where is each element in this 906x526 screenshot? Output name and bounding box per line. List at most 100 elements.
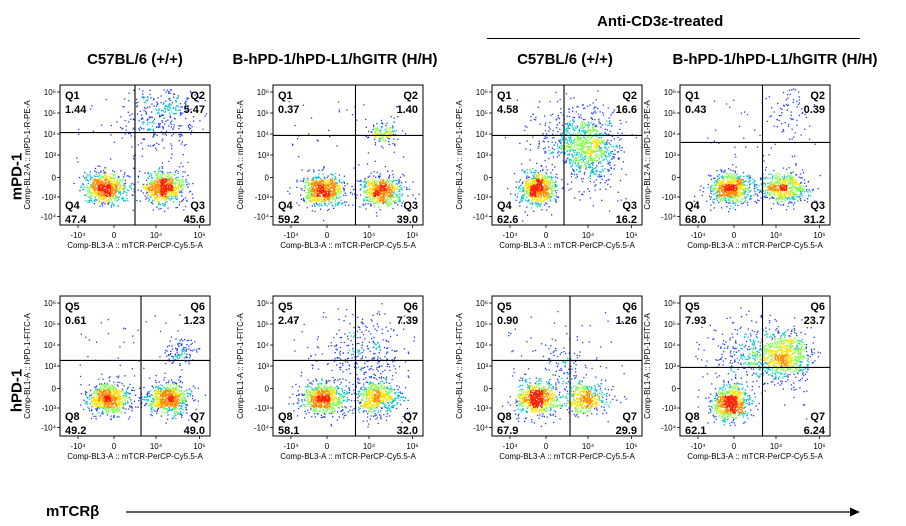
y-tick-label: 10³ xyxy=(476,362,488,371)
y-tick-label: -10³ xyxy=(255,404,270,413)
quadrant-name-q1: Q1 xyxy=(278,90,293,102)
x-axis-title: Comp-BL3-A :: mTCR-PerCP-Cy5.5-A xyxy=(687,452,823,461)
event-dots xyxy=(73,88,207,212)
flow-plot-hpd1-humanized-cd3: -10⁴ 0 10⁴ 10⁶ 10⁶ 10⁵ 10⁴ 10³ 0 -10³ -10⁴ Comp-BL3… xyxy=(638,282,848,477)
y-tick-label: 10⁴ xyxy=(44,130,57,139)
y-tick-label: 10³ xyxy=(257,362,269,371)
y-tick-label: 0 xyxy=(484,384,489,393)
x-tick-label: 0 xyxy=(112,231,117,240)
quadrant-percent-q4: 59.2 xyxy=(278,214,299,226)
x-tick-label: -10⁴ xyxy=(71,442,87,451)
quadrant-percent-q4: 47.4 xyxy=(65,214,87,226)
quadrant-percent-q6: 1.23 xyxy=(184,315,205,327)
y-tick-label: 0 xyxy=(672,173,677,182)
y-tick-label: 10⁶ xyxy=(257,299,269,308)
flow-plot-hpd1-c57-untreated: -10⁴ 0 10⁴ 10⁶ 10⁶ 10⁵ 10⁴ 10³ 0 -10³ -10⁴ Comp-BL3… xyxy=(18,282,228,477)
x-tick-label: -10⁴ xyxy=(691,231,707,240)
x-tick-label: -10⁴ xyxy=(503,442,519,451)
y-tick-label: -10⁴ xyxy=(254,424,270,433)
flow-plot-svg: -10⁴ 0 10⁴ 10⁶10⁶10⁵10⁴10³0-10³-10⁴Comp-BL3… xyxy=(643,295,831,461)
x-axis-title: Comp-BL3-A :: mTCR-PerCP-Cy5.5-A xyxy=(280,241,416,250)
quadrant-name-q4: Q4 xyxy=(685,200,701,212)
flow-plot-svg: -10⁴ 0 10⁴ 10⁶10⁶10⁵10⁴10³0-10³-10⁴Comp-BL3… xyxy=(23,295,211,461)
quadrant-percent-q3: 31.2 xyxy=(804,214,825,226)
quadrant-percent-q6: 1.26 xyxy=(616,315,637,327)
x-tick-label: 10⁶ xyxy=(193,442,205,451)
y-tick-label: -10³ xyxy=(474,193,489,202)
x-tick-label: 0 xyxy=(544,442,549,451)
y-tick-label: -10⁴ xyxy=(473,424,489,433)
quadrant-name-q6: Q6 xyxy=(810,301,825,313)
quadrant-percent-q8: 62.1 xyxy=(685,425,706,437)
x-tick-label: 0 xyxy=(325,231,330,240)
y-tick-label: 10⁵ xyxy=(664,109,676,118)
x-tick-label: -10⁴ xyxy=(691,442,707,451)
quadrant-percent-q8: 67.9 xyxy=(497,425,518,437)
quadrant-name-q5: Q5 xyxy=(65,301,80,313)
x-footer-arrow xyxy=(126,507,860,517)
y-axis-title: Comp-BL2-A :: mPD-1-R-PE-A xyxy=(236,100,245,210)
y-tick-label: 0 xyxy=(484,173,489,182)
x-tick-label: 0 xyxy=(732,231,737,240)
quadrant-name-q3: Q3 xyxy=(403,200,418,212)
y-tick-label: 10⁶ xyxy=(664,299,676,308)
quadrant-name-q2: Q2 xyxy=(622,90,637,102)
y-tick-label: 10³ xyxy=(476,151,488,160)
y-tick-label: 10⁶ xyxy=(257,88,269,97)
x-tick-label: 0 xyxy=(544,231,549,240)
x-tick-label: 10⁶ xyxy=(813,442,825,451)
y-tick-label: 10⁶ xyxy=(476,88,488,97)
y-tick-label: 10⁴ xyxy=(476,130,489,139)
y-tick-label: 10⁵ xyxy=(664,320,676,329)
flow-plot-mpd1-humanized-cd3: -10⁴ 0 10⁴ 10⁶ 10⁶ 10⁵ 10⁴ 10³ 0 -10³ -10⁴ Comp-BL3… xyxy=(638,71,848,266)
y-tick-label: 10⁶ xyxy=(44,88,56,97)
y-tick-label: 10⁵ xyxy=(476,320,488,329)
quadrant-percent-q7: 29.9 xyxy=(616,425,637,437)
quadrant-percent-q1: 0.43 xyxy=(685,104,706,116)
x-tick-label: 10⁴ xyxy=(363,231,376,240)
y-tick-label: 10³ xyxy=(664,151,676,160)
x-axis-title: Comp-BL3-A :: mTCR-PerCP-Cy5.5-A xyxy=(499,241,635,250)
y-tick-label: 10⁶ xyxy=(44,299,56,308)
quadrant-percent-q3: 16.2 xyxy=(616,214,637,226)
y-tick-label: 10⁴ xyxy=(257,130,270,139)
y-axis-title: Comp-BL2-A :: mPD-1-R-PE-A xyxy=(455,100,464,210)
quadrant-name-q7: Q7 xyxy=(190,411,205,423)
quadrant-name-q3: Q3 xyxy=(810,200,825,212)
y-tick-label: 10⁵ xyxy=(44,320,56,329)
quadrant-percent-q8: 49.2 xyxy=(65,425,86,437)
quadrant-name-q1: Q1 xyxy=(497,90,512,102)
quadrant-name-q8: Q8 xyxy=(65,411,80,423)
quadrant-percent-q2: 16.6 xyxy=(616,104,637,116)
x-tick-label: 0 xyxy=(732,442,737,451)
y-tick-label: 0 xyxy=(52,384,57,393)
x-tick-label: 10⁴ xyxy=(770,442,783,451)
y-tick-label: 0 xyxy=(265,173,270,182)
y-tick-label: 10⁴ xyxy=(664,130,677,139)
quadrant-name-q7: Q7 xyxy=(622,411,637,423)
y-tick-label: 10⁴ xyxy=(476,341,489,350)
quadrant-percent-q5: 2.47 xyxy=(278,315,299,327)
event-dots xyxy=(288,303,416,428)
event-dots xyxy=(76,314,207,424)
flow-plot-hpd1-c57-cd3: -10⁴ 0 10⁴ 10⁶ 10⁶ 10⁵ 10⁴ 10³ 0 -10³ -10⁴ Comp-BL3… xyxy=(450,282,660,477)
y-axis-title: Comp-BL1-A :: hPD-1-FITC-A xyxy=(643,312,652,418)
column-header-3: C57BL/6 (+/+) xyxy=(517,51,613,68)
quadrant-name-q2: Q2 xyxy=(403,90,418,102)
y-tick-label: -10⁴ xyxy=(41,424,57,433)
y-tick-label: -10³ xyxy=(474,404,489,413)
quadrant-name-q1: Q1 xyxy=(685,90,700,102)
event-dots xyxy=(693,88,821,213)
x-tick-label: -10⁴ xyxy=(284,442,300,451)
quadrant-name-q6: Q6 xyxy=(403,301,418,313)
quadrant-percent-q1: 1.44 xyxy=(65,104,87,116)
y-tick-label: 10⁵ xyxy=(476,109,488,118)
quadrant-name-q8: Q8 xyxy=(685,411,700,423)
x-tick-label: 10⁴ xyxy=(150,442,163,451)
x-tick-label: 10⁴ xyxy=(363,442,376,451)
quadrant-percent-q7: 49.0 xyxy=(184,425,205,437)
y-tick-label: 10⁴ xyxy=(664,341,677,350)
y-tick-label: -10⁴ xyxy=(661,213,677,222)
column-header-4: B-hPD-1/hPD-L1/hGITR (H/H) xyxy=(672,51,878,68)
event-dots xyxy=(695,307,821,427)
